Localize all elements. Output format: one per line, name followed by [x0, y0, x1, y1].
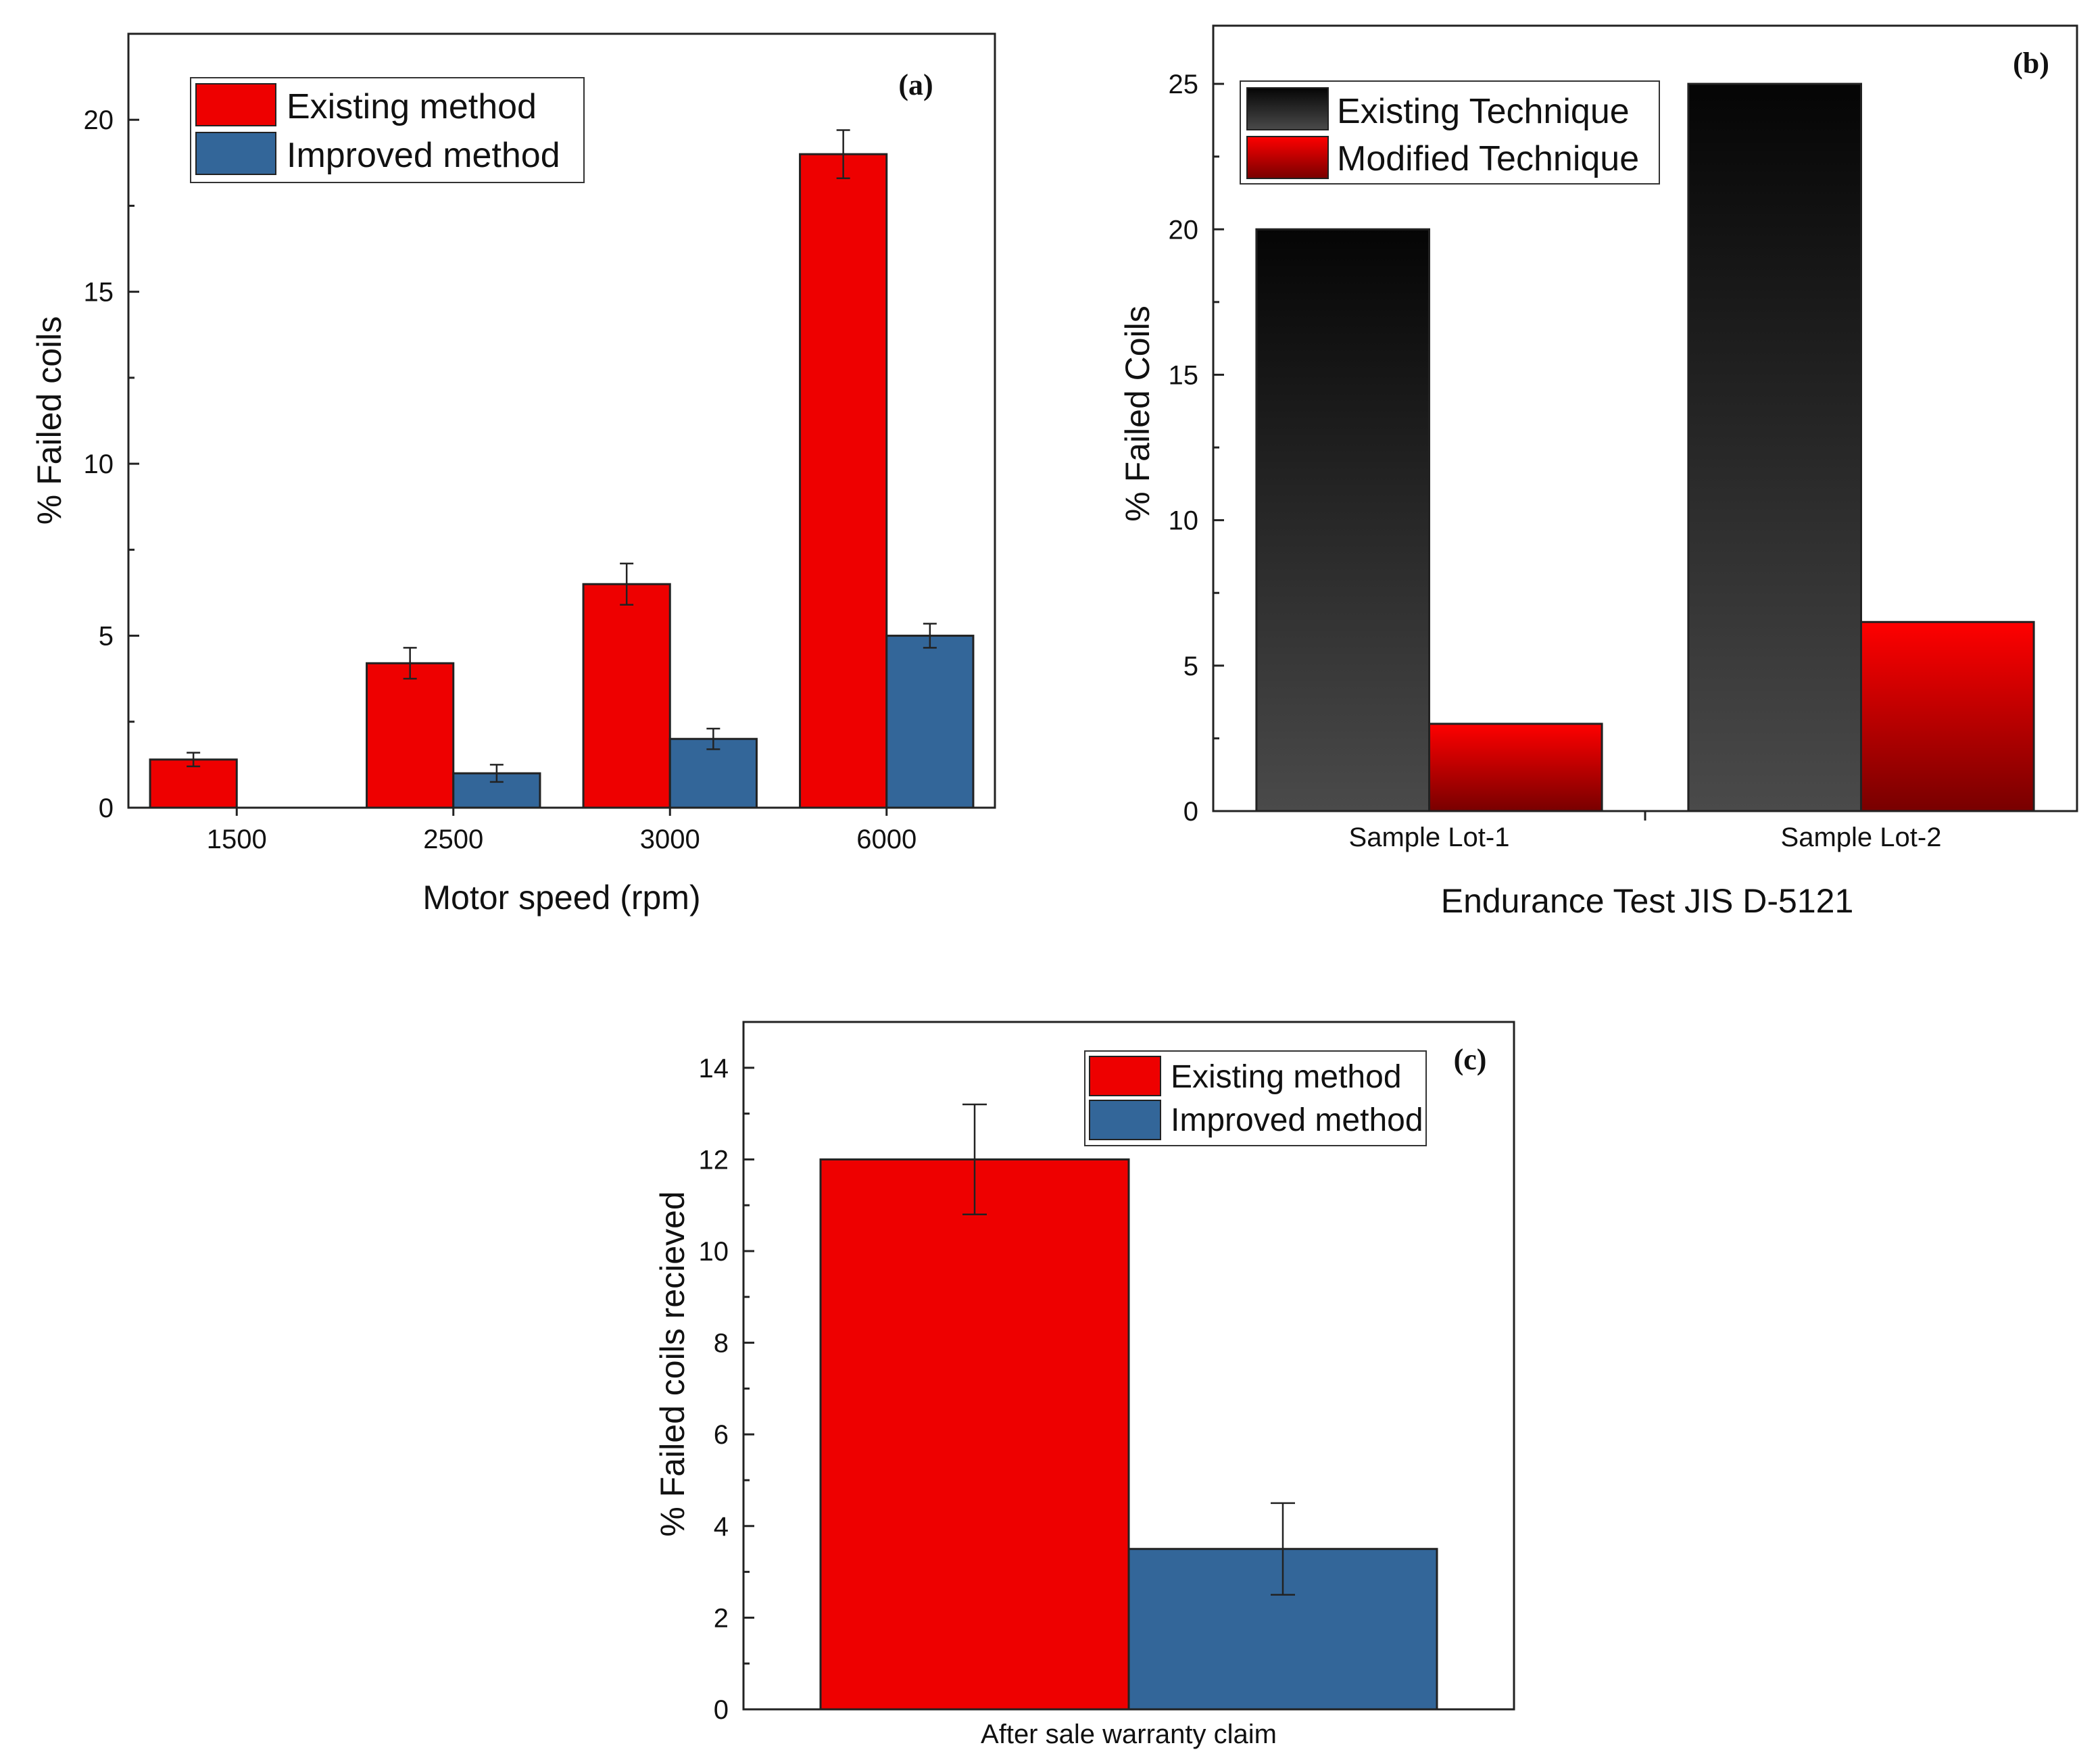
panel-a-y-axis: 0 5 10 15 20 — [84, 32, 139, 823]
x-tick-label: 1500 — [207, 825, 267, 854]
panel-c-legend-label-existing: Existing method — [1171, 1059, 1402, 1095]
panel-c-legend-swatch-improved — [1089, 1100, 1161, 1140]
y-tick-label: 20 — [84, 105, 114, 135]
y-tick-label: 4 — [714, 1512, 729, 1542]
panel-c-y-axis-title: % Failed coils recieved — [654, 1191, 691, 1536]
x-tick-label: After sale warranty claim — [981, 1719, 1277, 1749]
panel-b-y-axis: 0 5 10 15 20 25 — [1169, 70, 1224, 827]
panel-a-bars — [149, 129, 975, 809]
panel-a-y-axis-title: % Failed coils — [30, 316, 68, 524]
y-tick-label: 25 — [1169, 70, 1199, 99]
panel-b-x-axis: Sample Lot-1 Sample Lot-2 — [1349, 811, 1942, 852]
y-tick-label: 10 — [1169, 506, 1199, 536]
y-tick-label: 15 — [84, 278, 114, 308]
panel-a-legend-label-improved: Improved method — [287, 136, 560, 175]
panel-b-y-axis-title: % Failed Coils — [1119, 306, 1156, 522]
panel-a-x-axis: 1500 2500 3000 6000 — [207, 808, 917, 854]
bar-b-s0-c0 — [1255, 228, 1431, 812]
y-tick-label: 0 — [714, 1695, 729, 1725]
panel-a-legend-swatch-improved — [195, 132, 276, 175]
x-tick-label: Sample Lot-1 — [1349, 823, 1510, 852]
panel-b-x-axis-title: Endurance Test JIS D-5121 — [1441, 882, 1854, 920]
y-tick-label: 2 — [714, 1603, 729, 1633]
panel-c-y-axis: 0 2 4 6 8 10 12 14 — [699, 1021, 754, 1725]
panel-b-legend-swatch-modified — [1246, 136, 1329, 179]
panel-b-label: (b) — [2013, 47, 2049, 80]
bar-a-s0-c2 — [582, 583, 671, 809]
panel-b-legend-label-existing: Existing Technique — [1337, 92, 1630, 131]
y-tick-label: 5 — [99, 622, 114, 652]
panel-c-legend-label-improved: Improved method — [1171, 1102, 1423, 1138]
bar-a-s1-c3 — [885, 635, 975, 809]
y-tick-label: 12 — [699, 1145, 729, 1175]
bar-b-s0-c1 — [1687, 82, 1862, 812]
bar-c-s0-c0 — [819, 1158, 1130, 1711]
panel-b-legend: Existing Technique Modified Technique — [1240, 80, 1660, 185]
y-tick-label: 5 — [1183, 652, 1198, 681]
panel-a-frame — [127, 32, 996, 809]
bar-b-s1-c1 — [1860, 620, 2035, 812]
panel-a-label: (a) — [898, 68, 933, 101]
panel-c-x-axis: After sale warranty claim — [981, 1719, 1277, 1749]
panel-a-legend-swatch-existing — [195, 83, 276, 126]
y-tick-label: 10 — [84, 449, 114, 479]
panel-b-legend-swatch-existing — [1246, 87, 1329, 130]
x-tick-label: Sample Lot-2 — [1781, 823, 1942, 852]
y-tick-label: 0 — [99, 793, 114, 823]
panel-c-bars — [819, 1103, 1438, 1711]
panel-c-legend: Existing method Improved method — [1084, 1050, 1427, 1146]
y-tick-label: 6 — [714, 1420, 729, 1450]
y-tick-label: 0 — [1183, 797, 1198, 827]
y-tick-label: 15 — [1169, 360, 1199, 390]
panel-a-x-axis-title: Motor speed (rpm) — [422, 879, 700, 917]
panel-c: (c) % Failed coils recieved 02468101214 … — [654, 1021, 1515, 1749]
panel-b: (b) Endurance Test JIS D-5121 % Failed C… — [1119, 24, 2078, 920]
bar-a-s0-c0 — [149, 758, 238, 809]
panel-b-legend-label-modified: Modified Technique — [1337, 139, 1639, 178]
x-tick-label: 3000 — [640, 825, 700, 854]
y-tick-label: 20 — [1169, 215, 1199, 245]
y-tick-label: 10 — [699, 1237, 729, 1267]
x-tick-label: 2500 — [423, 825, 483, 854]
y-tick-label: 14 — [699, 1054, 729, 1083]
bar-a-s1-c2 — [668, 737, 758, 809]
bar-a-s0-c1 — [366, 662, 455, 809]
panel-c-legend-swatch-existing — [1089, 1056, 1161, 1096]
y-tick-label: 8 — [714, 1329, 729, 1359]
x-tick-label: 6000 — [856, 825, 917, 854]
panel-a: (a) Motor speed (rpm) % Failed coils 0 5 1… — [30, 32, 996, 917]
bar-b-s1-c0 — [1428, 723, 1603, 812]
bar-a-s0-c3 — [799, 153, 888, 809]
panel-b-bars — [1255, 82, 2035, 812]
panel-a-legend-label-existing: Existing method — [287, 87, 537, 126]
panel-a-legend: Existing method Improved method — [190, 77, 585, 183]
panel-c-label: (c) — [1454, 1043, 1487, 1076]
